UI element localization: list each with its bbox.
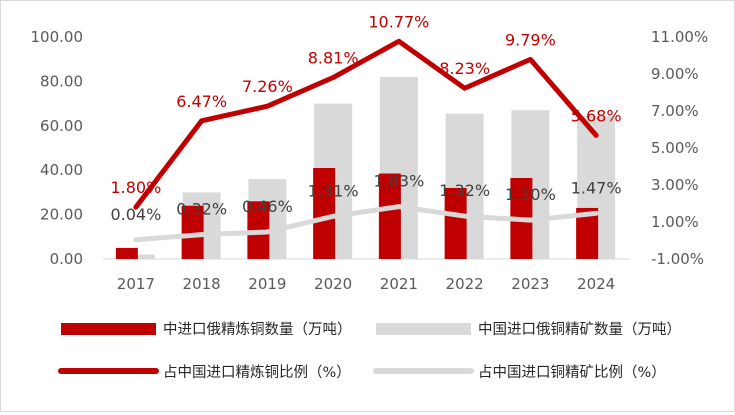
left-tick-label: 40.00 bbox=[40, 161, 83, 179]
left-tick-label: 60.00 bbox=[40, 117, 83, 135]
right-tick-label: 5.00% bbox=[651, 139, 699, 157]
bars bbox=[115, 76, 616, 260]
label-refined-copper-share: 8.81% bbox=[308, 49, 359, 68]
x-tick-label: 2018 bbox=[183, 275, 221, 293]
label-concentrate-share: 0.46% bbox=[242, 197, 293, 216]
label-concentrate-share: 0.32% bbox=[176, 200, 227, 219]
left-tick-label: 20.00 bbox=[40, 206, 83, 224]
label-refined-copper-share: 5.68% bbox=[571, 106, 622, 125]
label-refined-copper-share: 6.47% bbox=[176, 92, 227, 111]
label-refined-copper-share: 10.77% bbox=[368, 12, 429, 31]
right-axis: -1.00% 1.00% 3.00% 5.00% 7.00% 9.00% 11.00% bbox=[651, 28, 708, 268]
bar-refined-copper-qty bbox=[115, 247, 138, 259]
x-tick-label: 2023 bbox=[511, 275, 549, 293]
right-tick-label: 9.00% bbox=[651, 65, 699, 83]
x-tick-label: 2024 bbox=[577, 275, 615, 293]
x-tick-label: 2017 bbox=[117, 275, 155, 293]
bar-refined-copper-qty bbox=[576, 207, 599, 259]
x-tick-label: 2021 bbox=[380, 275, 418, 293]
line-refined-copper-share bbox=[133, 38, 599, 210]
legend-swatch-concentrate-qty bbox=[376, 323, 471, 335]
legend: 中进口俄精炼铜数量（万吨） 中国进口俄铜精矿数量（万吨） 占中国进口精炼铜比例（… bbox=[58, 321, 681, 381]
bar-refined-copper-qty bbox=[181, 205, 204, 259]
left-tick-label: 80.00 bbox=[40, 72, 83, 90]
right-tick-label: 7.00% bbox=[651, 102, 699, 120]
legend-swatch-refined-copper-qty bbox=[61, 323, 156, 335]
label-refined-copper-share: 9.79% bbox=[505, 30, 556, 49]
data-labels: 1.80% 6.47% 7.26% 8.81% 10.77% 8.23% 9.79% 5.68… bbox=[110, 12, 621, 224]
label-refined-copper-share: 8.23% bbox=[439, 59, 490, 78]
bar-refined-copper-qty bbox=[378, 173, 401, 259]
bar-refined-copper-qty bbox=[313, 167, 336, 259]
left-axis: 0.00 20.00 40.00 60.00 80.00 100.00 bbox=[31, 28, 84, 268]
right-tick-label: 1.00% bbox=[651, 213, 699, 231]
label-concentrate-share: 1.47% bbox=[571, 178, 622, 197]
legend-label-concentrate-share: 占中国进口铜精矿比例（%） bbox=[478, 364, 666, 381]
bar-refined-copper-qty bbox=[444, 187, 467, 259]
label-concentrate-share: 0.04% bbox=[110, 205, 161, 224]
x-axis: 2017 2018 2019 2020 2021 2022 2023 2024 bbox=[103, 258, 629, 293]
legend-label-refined-copper-qty: 中进口俄精炼铜数量（万吨） bbox=[163, 321, 352, 338]
legend-label-refined-copper-share: 占中国进口精炼铜比例（%） bbox=[163, 364, 351, 381]
right-tick-label: -1.00% bbox=[651, 250, 704, 268]
legend-label-concentrate-qty: 中国进口俄铜精矿数量（万吨） bbox=[478, 321, 681, 338]
label-concentrate-share: 1.83% bbox=[373, 172, 424, 191]
right-tick-label: 3.00% bbox=[651, 176, 699, 194]
x-tick-label: 2019 bbox=[248, 275, 286, 293]
label-refined-copper-share: 7.26% bbox=[242, 77, 293, 96]
line-concentrate-share bbox=[133, 204, 599, 243]
label-concentrate-share: 1.32% bbox=[439, 181, 490, 200]
x-tick-label: 2020 bbox=[314, 275, 352, 293]
left-tick-label: 0.00 bbox=[50, 250, 83, 268]
label-concentrate-share: 1.31% bbox=[308, 181, 359, 200]
x-tick-label: 2022 bbox=[446, 275, 484, 293]
right-tick-label: 11.00% bbox=[651, 28, 708, 46]
lines bbox=[133, 38, 599, 243]
left-tick-label: 100.00 bbox=[31, 28, 84, 46]
label-refined-copper-share: 1.80% bbox=[110, 178, 161, 197]
label-concentrate-share: 1.10% bbox=[505, 185, 556, 204]
